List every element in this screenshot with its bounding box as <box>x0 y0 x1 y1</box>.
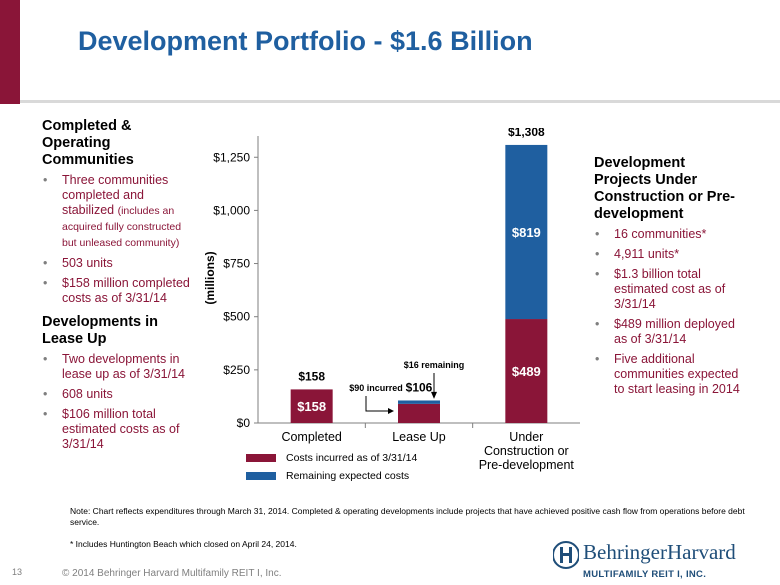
x-tick-label: Under <box>509 430 543 444</box>
bar-remaining <box>505 144 548 320</box>
x-tick-label: Pre-development <box>479 458 575 472</box>
bar-total-label: $158 <box>298 369 325 383</box>
company-logo: BehringerHarvard MULTIFAMILY REIT I, INC… <box>553 540 768 584</box>
completed-heading: Completed & Operating Communities <box>42 118 134 168</box>
annotation-remaining: $16 remaining <box>404 360 465 370</box>
list-item: $1.3 billion total estimated cost as of … <box>594 267 744 312</box>
y-tick-label: $250 <box>223 363 250 377</box>
left-column: Completed & Operating Communities Three … <box>42 118 190 460</box>
copyright: © 2014 Behringer Harvard Multifamily REI… <box>62 568 282 579</box>
right-column: Development Projects Under Construction … <box>594 155 744 405</box>
list-item: $158 million completed costs as of 3/31/… <box>42 276 190 306</box>
list-item: 503 units <box>42 256 190 271</box>
development-cost-chart: $0 $250 $500 $750 $1,000 $1,250 (millions) $158… <box>203 128 580 472</box>
title-divider <box>20 100 780 103</box>
legend-swatch-incurred <box>246 454 276 462</box>
logo-mark-icon <box>553 541 579 569</box>
bar-incurred <box>290 389 333 423</box>
y-tick-label: $1,000 <box>213 203 250 217</box>
page-title: Development Portfolio - $1.6 Billion <box>78 26 533 56</box>
completed-list: Three communities completed and stabiliz… <box>42 173 190 306</box>
list-item: $106 million total estimated costs as of… <box>42 407 190 452</box>
x-tick-label: Completed <box>281 430 341 444</box>
page-number: 13 <box>12 567 23 577</box>
arrow-head-icon <box>431 391 437 399</box>
bar-inner-label: $489 <box>512 364 541 379</box>
list-item: 16 communities* <box>594 227 744 242</box>
bar-inner-label: $158 <box>297 399 326 414</box>
bar-total-label: $106 <box>406 380 433 394</box>
y-tick-label: $0 <box>237 416 251 430</box>
list-item: Two developments in lease up as of 3/31/… <box>42 352 190 382</box>
chart-note: Note: Chart reflects expenditures throug… <box>70 506 745 527</box>
accent-bar <box>0 0 20 104</box>
legend-swatch-remaining <box>246 472 276 480</box>
y-tick-label: $1,250 <box>213 150 250 164</box>
bar-total-label: $1,308 <box>508 128 545 139</box>
bar-incurred <box>398 403 440 423</box>
x-tick-label: Construction or <box>484 444 569 458</box>
y-tick-label: $750 <box>223 257 250 271</box>
y-axis-label: (millions) <box>203 251 217 304</box>
x-tick-label: Lease Up <box>392 430 446 444</box>
list-item: 608 units <box>42 387 190 402</box>
list-item: Five additional communities expected to … <box>594 352 744 397</box>
construction-list: 16 communities* 4,911 units* $1.3 billio… <box>594 227 744 397</box>
list-item: $489 million deployed as of 3/31/14 <box>594 317 744 347</box>
list-item: Three communities completed and stabiliz… <box>42 173 190 251</box>
y-tick-label: $500 <box>223 310 250 324</box>
logo-subtitle: MULTIFAMILY REIT I, INC. <box>583 569 707 580</box>
list-item: 4,911 units* <box>594 247 744 262</box>
footnote: * Includes Huntington Beach which closed… <box>70 539 297 549</box>
bar-inner-label: $819 <box>512 225 541 240</box>
bar-remaining <box>398 400 440 404</box>
legend-item-incurred: Costs incurred as of 3/31/14 <box>246 451 417 465</box>
annotation-incurred: $90 incurred <box>349 383 403 393</box>
construction-heading: Development Projects Under Construction … <box>594 155 735 222</box>
lease-up-list: Two developments in lease up as of 3/31/… <box>42 352 190 452</box>
lease-up-heading: Developments in Lease Up <box>42 314 159 347</box>
logo-name: BehringerHarvard <box>583 540 736 564</box>
bar-incurred <box>505 319 548 423</box>
annotation-arrow-incurred <box>365 396 391 412</box>
legend-item-remaining: Remaining expected costs <box>246 469 409 483</box>
arrow-head-icon <box>388 408 394 414</box>
